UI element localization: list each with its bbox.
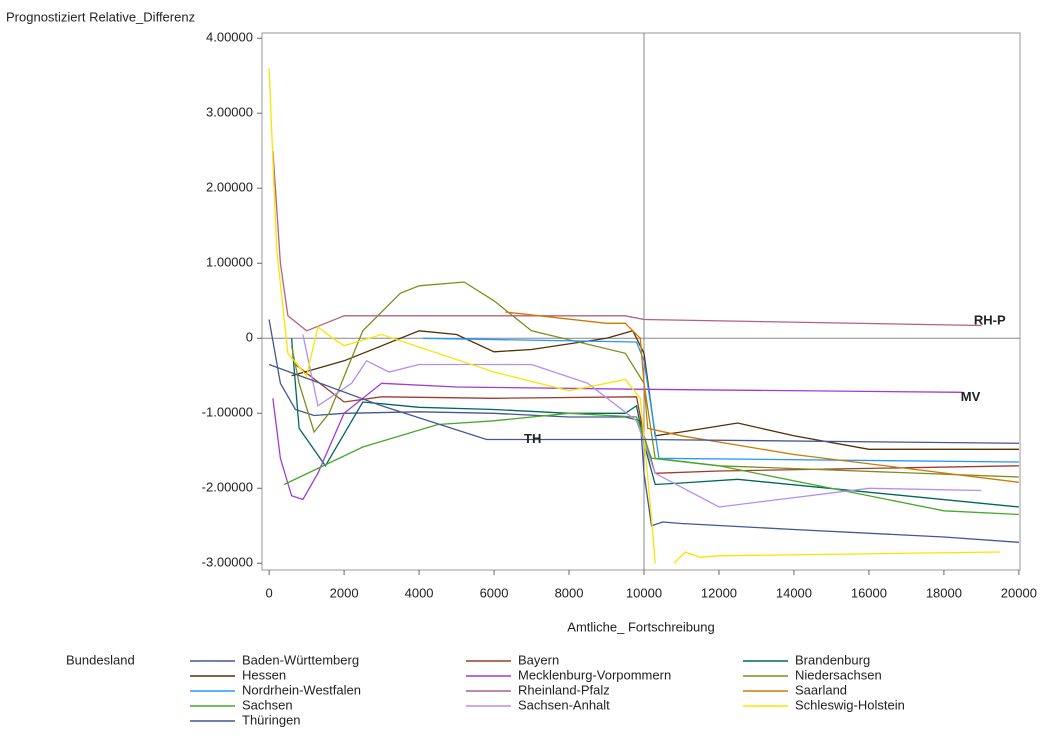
y-tick-label: 0 <box>246 330 253 345</box>
legend-label: Hessen <box>242 667 286 682</box>
x-tick-label: 10000 <box>626 585 662 600</box>
legend-label: Rheinland-Pfalz <box>518 682 610 697</box>
series-line <box>505 311 1019 483</box>
legend-label: Niedersachsen <box>795 667 882 682</box>
x-tick-label: 20000 <box>1001 585 1037 600</box>
x-tick-label: 8000 <box>555 585 584 600</box>
legend-label: Schleswig-Holstein <box>795 697 905 712</box>
series-line <box>302 334 982 508</box>
legend-label: Nordrhein-Westfalen <box>242 682 361 697</box>
series-line <box>283 412 1019 516</box>
y-tick-label: -2.00000 <box>202 480 253 495</box>
series-line <box>290 338 1019 508</box>
legend-title: Bundesland <box>66 652 135 667</box>
legend-label: Brandenburg <box>795 652 870 667</box>
y-tick-label: 1.00000 <box>206 255 253 270</box>
x-tick-label: 18000 <box>926 585 962 600</box>
legend-label: Saarland <box>795 682 847 697</box>
y-axis-title: Prognostiziert Relative_Differenz <box>6 9 195 24</box>
y-tick-label: 3.00000 <box>206 105 253 120</box>
annotation: TH <box>524 431 541 446</box>
legend-label: Sachsen <box>242 697 293 712</box>
x-tick-label: 14000 <box>776 585 812 600</box>
x-axis-title: Amtliche_ Fortschreibung <box>567 619 714 634</box>
plot-frame <box>261 32 1021 571</box>
y-tick-label: -1.00000 <box>202 405 253 420</box>
series-line <box>295 363 1019 474</box>
x-tick-label: 0 <box>266 585 273 600</box>
legend-label: Thüringen <box>242 712 301 727</box>
series-line <box>290 281 1019 478</box>
x-tick-label: 4000 <box>405 585 434 600</box>
annotation: RH-P <box>974 312 1006 327</box>
legend-label: Baden-Württemberg <box>242 652 359 667</box>
x-tick-label: 6000 <box>480 585 509 600</box>
series-line <box>272 150 982 332</box>
x-tick-label: 12000 <box>701 585 737 600</box>
x-tick-label: 16000 <box>851 585 887 600</box>
legend-label: Sachsen-Anhalt <box>518 697 610 712</box>
series-line <box>268 363 1019 444</box>
legend-label: Mecklenburg-Vorpommern <box>518 667 671 682</box>
x-tick-label: 2000 <box>330 585 359 600</box>
legend-label: Bayern <box>518 652 559 667</box>
y-tick-label: -3.00000 <box>202 555 253 570</box>
annotation: MV <box>961 389 981 404</box>
series-line <box>272 382 963 501</box>
y-tick-label: 4.00000 <box>206 30 253 45</box>
series-line <box>422 337 1019 463</box>
y-tick-label: 2.00000 <box>206 180 253 195</box>
series-line <box>268 68 1001 564</box>
